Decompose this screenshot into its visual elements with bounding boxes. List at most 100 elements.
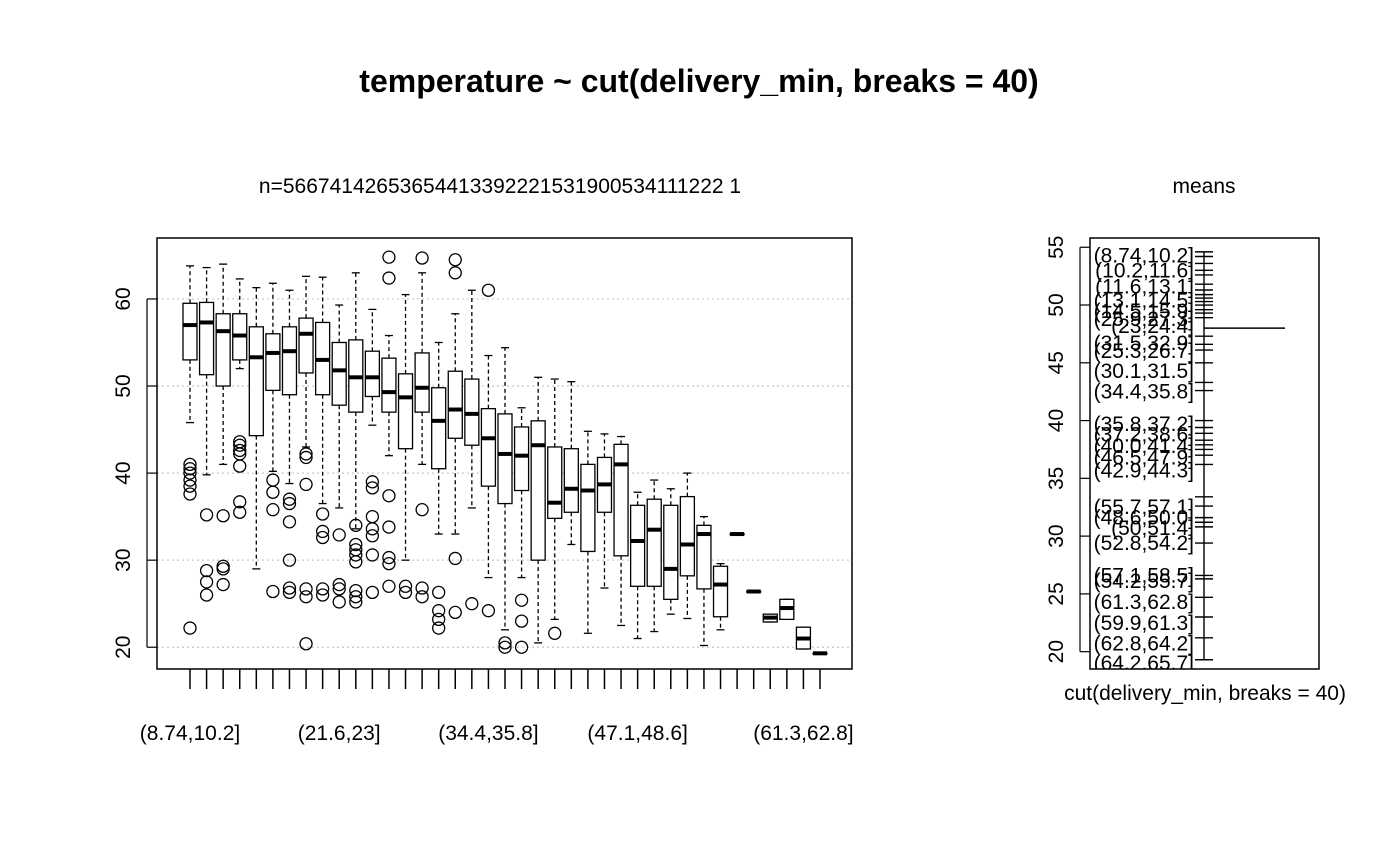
box-19 bbox=[480, 283, 497, 618]
outlier-point bbox=[415, 581, 429, 595]
outlier-point bbox=[514, 640, 529, 654]
mean-label: (57.1,58.5] bbox=[1094, 564, 1194, 587]
outlier-point bbox=[282, 496, 297, 511]
box-iqr bbox=[431, 387, 447, 470]
outlier-point bbox=[432, 604, 446, 618]
mean-label: (8.74,10.2] bbox=[1094, 244, 1194, 267]
y-tick-label: 40 bbox=[112, 461, 135, 484]
outlier-point bbox=[233, 435, 247, 449]
y-tick-label: 30 bbox=[112, 548, 135, 571]
mean-label: (13.1,14.5] bbox=[1094, 289, 1194, 312]
means-frame bbox=[1089, 237, 1320, 670]
boxplot-y-axis: 20 30 40 50 60 bbox=[112, 287, 157, 659]
x-tick-label: (21.6,23] bbox=[298, 722, 381, 745]
box-iqr bbox=[447, 370, 463, 439]
outlier-point bbox=[183, 473, 197, 487]
box-iqr bbox=[580, 463, 596, 553]
outlier-point bbox=[332, 595, 346, 609]
x-tick-label: (34.4,35.8] bbox=[438, 722, 538, 745]
mean-label: (54.2,55.7] bbox=[1094, 570, 1194, 593]
mean-label: (46.5,47.9] bbox=[1094, 447, 1194, 470]
box-4 bbox=[232, 278, 248, 519]
outlier-point bbox=[299, 447, 313, 461]
box-23 bbox=[547, 378, 563, 640]
box-25 bbox=[580, 430, 596, 634]
box-iqr bbox=[613, 443, 629, 557]
outlier-point bbox=[382, 550, 396, 565]
outlier-point bbox=[365, 509, 380, 524]
box-2 bbox=[198, 266, 215, 602]
outlier-point bbox=[315, 530, 330, 545]
box-1 bbox=[182, 265, 198, 635]
outlier-point bbox=[481, 283, 496, 297]
means-y-tick-label: 50 bbox=[1045, 293, 1068, 316]
outlier-point bbox=[199, 575, 214, 589]
outlier-point bbox=[282, 581, 297, 595]
outlier-point bbox=[365, 585, 380, 600]
mean-label: (59.9,61.3] bbox=[1094, 612, 1194, 635]
mean-label: (55.7,57.1] bbox=[1094, 496, 1194, 519]
outlier-point bbox=[382, 579, 396, 593]
outlier-point bbox=[349, 543, 363, 557]
box-6 bbox=[265, 282, 281, 599]
outlier-point bbox=[415, 251, 429, 265]
outlier-point bbox=[266, 584, 280, 599]
outlier-point bbox=[199, 563, 214, 578]
outlier-point bbox=[315, 582, 330, 596]
mean-label: (23,24.4] bbox=[1111, 315, 1194, 338]
mean-label: (64.2,65.7] bbox=[1094, 652, 1194, 675]
box-28 bbox=[629, 491, 646, 640]
box-33 bbox=[712, 562, 729, 631]
box-15 bbox=[414, 251, 430, 604]
outlier-point bbox=[315, 524, 330, 539]
outlier-point bbox=[432, 621, 446, 635]
outlier-point bbox=[448, 266, 462, 280]
means-ticks bbox=[1195, 251, 1285, 661]
outlier-point bbox=[398, 585, 413, 600]
outlier-point bbox=[183, 621, 197, 635]
outlier-point bbox=[299, 637, 313, 651]
box-iqr bbox=[298, 317, 314, 374]
outlier-point bbox=[349, 583, 363, 598]
outlier-point bbox=[365, 548, 380, 562]
box-39 bbox=[812, 651, 828, 656]
boxplot-boxes bbox=[182, 250, 828, 656]
outlier-point bbox=[498, 640, 512, 654]
box-11 bbox=[348, 272, 364, 609]
box-18 bbox=[464, 289, 480, 611]
outlier-point bbox=[233, 505, 247, 519]
mean-label: (25.3,26.7] bbox=[1094, 340, 1194, 363]
outlier-point bbox=[183, 462, 197, 476]
mean-label: (52.8,54.2] bbox=[1094, 532, 1194, 555]
box-iqr bbox=[513, 426, 530, 492]
outlier-point bbox=[481, 604, 496, 618]
box-iqr bbox=[198, 301, 215, 376]
box-iqr bbox=[663, 504, 679, 600]
outlier-point bbox=[233, 443, 247, 458]
box-iqr bbox=[182, 302, 198, 361]
means-y-axis: 20 25 30 35 40 45 50 55 bbox=[1045, 236, 1090, 663]
outlier-point bbox=[432, 612, 446, 627]
mean-label: (11.6,13.1] bbox=[1095, 276, 1194, 299]
box-10 bbox=[331, 304, 347, 609]
outlier-point bbox=[398, 579, 413, 593]
box-26 bbox=[596, 433, 613, 589]
box-30 bbox=[663, 488, 679, 615]
outlier-point bbox=[415, 590, 429, 604]
box-iqr bbox=[679, 495, 696, 577]
box-3 bbox=[215, 263, 231, 592]
outlier-point bbox=[183, 466, 197, 480]
outlier-point bbox=[282, 492, 297, 506]
outlier-point bbox=[332, 577, 346, 592]
mean-label: (34.4,35.8] bbox=[1094, 381, 1194, 404]
box-iqr bbox=[696, 524, 712, 590]
means-y-tick-label: 45 bbox=[1045, 351, 1068, 374]
outlier-point bbox=[266, 503, 280, 517]
mean-label: (50,51.4] bbox=[1111, 517, 1194, 540]
outlier-point bbox=[183, 457, 197, 472]
outlier-point bbox=[332, 528, 346, 542]
box-iqr bbox=[248, 326, 264, 437]
box-22 bbox=[530, 376, 546, 644]
mean-label: (40.0,41.4] bbox=[1094, 435, 1194, 458]
